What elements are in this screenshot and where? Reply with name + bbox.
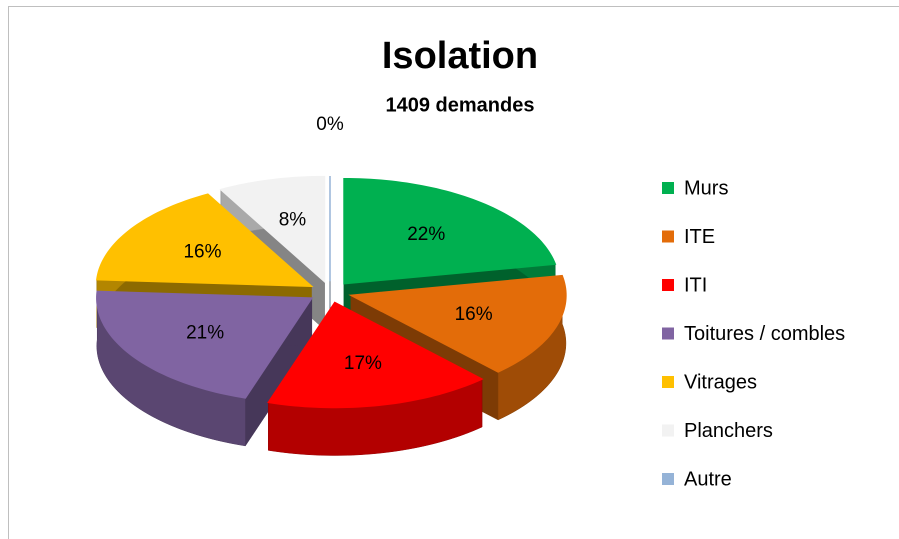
pie-slice xyxy=(267,301,484,456)
data-label: 0% xyxy=(316,114,344,135)
slice-top xyxy=(343,177,557,285)
slice-top xyxy=(219,175,326,284)
legend-label: Vitrages xyxy=(684,371,757,393)
legend-swatch xyxy=(662,376,674,388)
data-label: 22% xyxy=(407,224,445,245)
slice-top xyxy=(348,274,567,373)
legend-label: Toitures / combles xyxy=(684,323,845,345)
slice-top xyxy=(96,290,314,399)
pie-slice xyxy=(96,290,314,447)
legend-label: Planchers xyxy=(684,420,773,442)
legend-swatch xyxy=(662,327,674,340)
data-label: 16% xyxy=(183,242,221,263)
legend-label: Murs xyxy=(684,177,728,199)
data-label: 17% xyxy=(344,353,382,374)
chart-title: Isolation xyxy=(382,35,538,77)
data-label: 8% xyxy=(279,210,307,231)
data-label: 21% xyxy=(186,322,224,343)
legend-label: ITI xyxy=(684,274,707,296)
slice-top xyxy=(267,301,484,409)
slice-top xyxy=(95,193,314,288)
chart-subtitle: 1409 demandes xyxy=(386,94,535,116)
legend-swatch xyxy=(662,279,674,291)
data-label: 16% xyxy=(455,304,493,325)
legend-swatch xyxy=(662,182,674,194)
legend-swatch xyxy=(662,424,674,437)
legend-swatch xyxy=(662,473,674,485)
legend-label: ITE xyxy=(684,226,715,248)
legend-swatch xyxy=(662,230,674,243)
legend-label: Autre xyxy=(684,468,732,490)
